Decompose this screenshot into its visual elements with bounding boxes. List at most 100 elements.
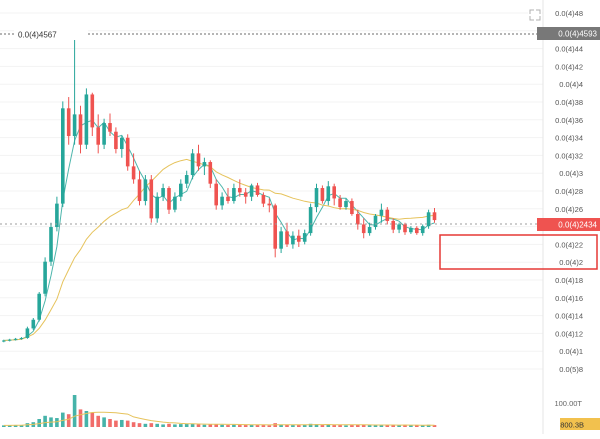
candle-body[interactable] (397, 224, 401, 230)
candle-body[interactable] (19, 337, 24, 339)
candle-body[interactable] (196, 153, 201, 167)
candle-body[interactable] (143, 179, 148, 202)
price-axis-bg (543, 0, 600, 434)
candle-body[interactable] (161, 188, 165, 197)
candle-body[interactable] (308, 207, 313, 234)
candle-body[interactable] (297, 235, 301, 242)
candle-body[interactable] (90, 94, 95, 128)
volume-bar (173, 424, 177, 427)
volume-bar (373, 424, 378, 427)
candle-body[interactable] (96, 127, 100, 145)
candle-body[interactable] (7, 339, 12, 341)
candle-body[interactable] (409, 227, 413, 233)
volume-bar (361, 424, 366, 427)
volume-bar (338, 425, 342, 427)
candle-body[interactable] (420, 226, 425, 234)
current-price-tag (537, 218, 600, 231)
candle-body[interactable] (391, 220, 395, 230)
candle-body[interactable] (131, 166, 136, 180)
candle-body[interactable] (273, 205, 277, 249)
volume-bar (161, 424, 165, 427)
candle-body[interactable] (267, 203, 272, 206)
candle-body[interactable] (78, 114, 83, 145)
candle-body[interactable] (314, 188, 319, 208)
candle-body[interactable] (49, 227, 53, 262)
volume-bar (385, 425, 390, 427)
candle-body[interactable] (367, 227, 372, 234)
volume-bar (356, 424, 360, 427)
candle-body[interactable] (350, 201, 354, 215)
expand-icon[interactable] (528, 8, 542, 22)
candlestick-series[interactable] (2, 35, 437, 343)
candle-body[interactable] (361, 224, 366, 234)
candle-body[interactable] (102, 123, 106, 145)
candle-body[interactable] (220, 196, 224, 206)
volume-bar (149, 423, 154, 427)
candle-body[interactable] (61, 108, 65, 204)
volume-bar (196, 424, 201, 427)
volume-bar (155, 423, 159, 427)
candle-body[interactable] (137, 179, 142, 202)
candle-body[interactable] (338, 198, 342, 208)
candle-body[interactable] (202, 162, 207, 167)
candle-body[interactable] (249, 185, 254, 197)
volume-bar (90, 412, 95, 427)
volume-bar (279, 424, 283, 427)
candle-body[interactable] (25, 328, 30, 338)
candle-body[interactable] (120, 137, 124, 150)
candle-body[interactable] (255, 185, 260, 195)
candle-body[interactable] (356, 214, 360, 225)
candle-body[interactable] (302, 233, 307, 242)
candle-body[interactable] (326, 186, 331, 202)
candle-body[interactable] (108, 123, 112, 132)
candle-body[interactable] (344, 201, 348, 208)
candle-body[interactable] (173, 196, 177, 210)
candle-body[interactable] (332, 186, 336, 199)
candle-body[interactable] (261, 194, 266, 204)
candle-body[interactable] (285, 231, 289, 245)
candle-body[interactable] (2, 340, 6, 342)
candle-body[interactable] (373, 215, 378, 228)
price-axis-tick: 0.0(4)36 (555, 116, 583, 125)
candle-body[interactable] (43, 261, 47, 294)
candle-body[interactable] (243, 192, 248, 197)
candle-body[interactable] (37, 293, 41, 320)
candle-body[interactable] (238, 188, 242, 193)
candle-body[interactable] (279, 231, 283, 249)
volume-current-label: 800.3B (560, 421, 584, 430)
volume-bar (114, 420, 118, 427)
volume-bar (291, 425, 295, 427)
candle-body[interactable] (155, 196, 159, 219)
candle-body[interactable] (72, 114, 77, 137)
candle-body[interactable] (214, 183, 218, 206)
volume-bar (326, 424, 331, 427)
candle-body[interactable] (403, 224, 407, 233)
price-axis-tick: 0.0(4)18 (555, 276, 583, 285)
candle-body[interactable] (208, 162, 213, 184)
candle-body[interactable] (13, 338, 18, 340)
candle-body[interactable] (31, 319, 36, 329)
volume-bar (350, 425, 354, 427)
candle-body[interactable] (149, 179, 154, 219)
candle-body[interactable] (167, 188, 171, 210)
candle-body[interactable] (232, 188, 236, 202)
candle-body[interactable] (385, 209, 390, 221)
candle-body[interactable] (190, 153, 195, 176)
candle-body[interactable] (415, 227, 419, 234)
candle-body[interactable] (179, 183, 183, 197)
candle-body[interactable] (114, 131, 118, 150)
candle-body[interactable] (66, 108, 71, 137)
candle-body[interactable] (291, 235, 295, 245)
candle-body[interactable] (426, 212, 431, 227)
candle-body[interactable] (84, 94, 89, 145)
candle-body[interactable] (379, 209, 384, 216)
candle-body[interactable] (184, 175, 189, 184)
candle-body[interactable] (125, 137, 130, 167)
price-axis[interactable]: 0.0(4)480.0(4)460.0(4)440.0(4)420.0(4)40… (555, 9, 583, 374)
candle-body[interactable] (226, 196, 230, 202)
candle-body[interactable] (320, 188, 325, 202)
candle-body[interactable] (55, 203, 59, 228)
candle-body[interactable] (432, 212, 437, 221)
